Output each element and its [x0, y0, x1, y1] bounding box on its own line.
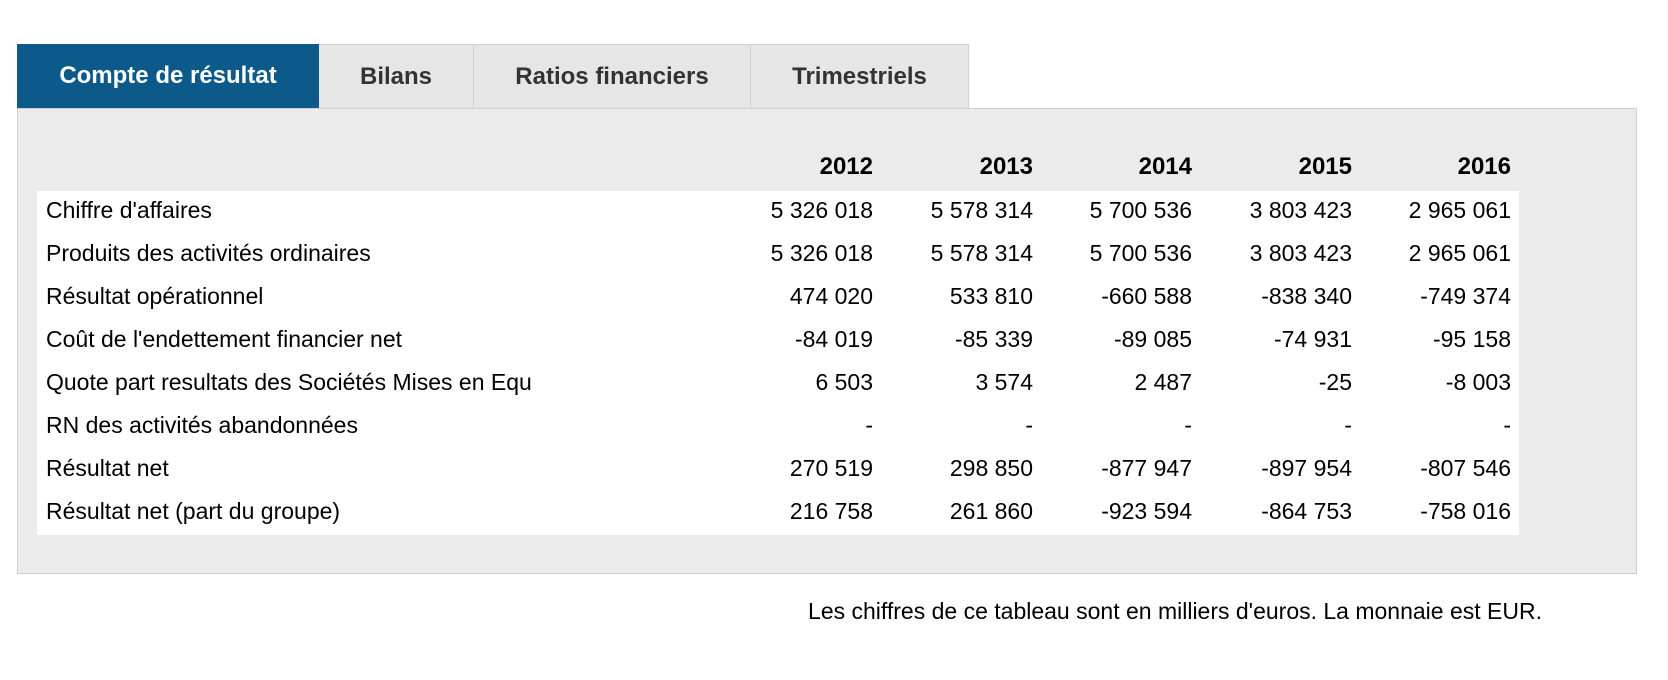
row-value: -8 003: [1445, 369, 1511, 395]
row-value: -89 085: [1113, 326, 1192, 352]
row-value: 216 758: [789, 498, 873, 524]
currency-footnote: Les chiffres de ce tableau sont en milli…: [808, 598, 1542, 624]
row-value: -85 339: [954, 326, 1033, 352]
table-row: Résultat net 270 519 298 850 -877 947 -897 9…: [37, 449, 1519, 492]
row-value: 474 020: [789, 283, 873, 309]
table-row: Produits des activités ordinaires 5 326 0…: [37, 234, 1519, 277]
tab-trimestriels[interactable]: Trimestriels: [751, 44, 969, 108]
row-value: -: [865, 412, 873, 438]
row-value: -95 158: [1432, 326, 1511, 352]
row-value: 5 326 018: [770, 240, 873, 266]
table-header-row: 2012 2013 2014 2015 2016: [37, 145, 1519, 191]
row-value: -897 954: [1261, 455, 1352, 481]
row-value: 5 700 536: [1089, 240, 1192, 266]
tab-bar: Compte de résultat Bilans Ratios financi…: [17, 44, 969, 108]
row-label: Résultat net: [46, 455, 169, 481]
table-row: Résultat net (part du groupe) 216 758 261 …: [37, 492, 1519, 535]
row-value: 5 326 018: [770, 197, 873, 223]
row-value: -74 931: [1273, 326, 1352, 352]
tab-compte-de-resultat[interactable]: Compte de résultat: [17, 44, 319, 108]
year-header: 2015: [1298, 153, 1352, 180]
table-row: RN des activités abandonnées - - - - -: [37, 406, 1519, 449]
tab-label: Ratios financiers: [515, 62, 709, 90]
income-statement-panel: 2012 2013 2014 2015 2016 Chiffre d'affai…: [17, 108, 1637, 574]
year-header: 2012: [819, 153, 873, 180]
row-value: 2 965 061: [1408, 240, 1511, 266]
row-label: RN des activités abandonnées: [46, 412, 358, 438]
table-body: Chiffre d'affaires 5 326 018 5 578 314 5 70…: [37, 191, 1519, 535]
income-statement-table: 2012 2013 2014 2015 2016 Chiffre d'affai…: [37, 145, 1519, 535]
tab-label: Trimestriels: [792, 62, 927, 90]
row-label: Chiffre d'affaires: [46, 197, 212, 223]
row-value: -660 588: [1101, 283, 1192, 309]
table-row: Coût de l'endettement financier net -84 0…: [37, 320, 1519, 363]
table-row: Résultat opérationnel 474 020 533 810 -660 …: [37, 277, 1519, 320]
row-value: -: [1344, 412, 1352, 438]
row-value: 270 519: [789, 455, 873, 481]
row-value: -: [1503, 412, 1511, 438]
row-value: -877 947: [1101, 455, 1192, 481]
row-label: Produits des activités ordinaires: [46, 240, 371, 266]
row-value: -807 546: [1420, 455, 1511, 481]
row-label: Quote part resultats des Sociétés Mises …: [46, 369, 532, 395]
row-label: Résultat opérationnel: [46, 283, 264, 309]
tab-label: Compte de résultat: [59, 62, 277, 89]
year-header: 2014: [1138, 153, 1192, 180]
row-value: 2 965 061: [1408, 197, 1511, 223]
table-row: Quote part resultats des Sociétés Mises …: [37, 363, 1519, 406]
row-value: -838 340: [1261, 283, 1352, 309]
row-value: 5 578 314: [930, 197, 1033, 223]
row-value: -923 594: [1101, 498, 1192, 524]
row-value: -864 753: [1261, 498, 1352, 524]
row-value: -25: [1318, 369, 1352, 395]
row-value: -: [1025, 412, 1033, 438]
tab-label: Bilans: [359, 62, 433, 90]
row-value: 298 850: [949, 455, 1033, 481]
tab-ratios-financiers[interactable]: Ratios financiers: [474, 44, 751, 108]
tab-bilans[interactable]: Bilans: [319, 44, 474, 108]
row-value: 3 803 423: [1249, 197, 1352, 223]
row-value: -: [1184, 412, 1192, 438]
row-value: 3 803 423: [1249, 240, 1352, 266]
row-value: 5 578 314: [930, 240, 1033, 266]
row-value: 261 860: [949, 498, 1033, 524]
row-value: -84 019: [794, 326, 873, 352]
row-value: 5 700 536: [1089, 197, 1192, 223]
row-value: -758 016: [1420, 498, 1511, 524]
year-header: 2013: [979, 153, 1033, 180]
row-value: -749 374: [1420, 283, 1511, 309]
year-header: 2016: [1457, 153, 1511, 180]
row-label: Coût de l'endettement financier net: [46, 326, 403, 352]
row-value: 2 487: [1134, 369, 1192, 395]
table-row: Chiffre d'affaires 5 326 018 5 578 314 5 70…: [37, 191, 1519, 234]
row-value: 3 574: [975, 369, 1033, 395]
row-value: 6 503: [815, 369, 873, 395]
row-value: 533 810: [949, 283, 1033, 309]
row-label: Résultat net (part du groupe): [46, 498, 341, 524]
